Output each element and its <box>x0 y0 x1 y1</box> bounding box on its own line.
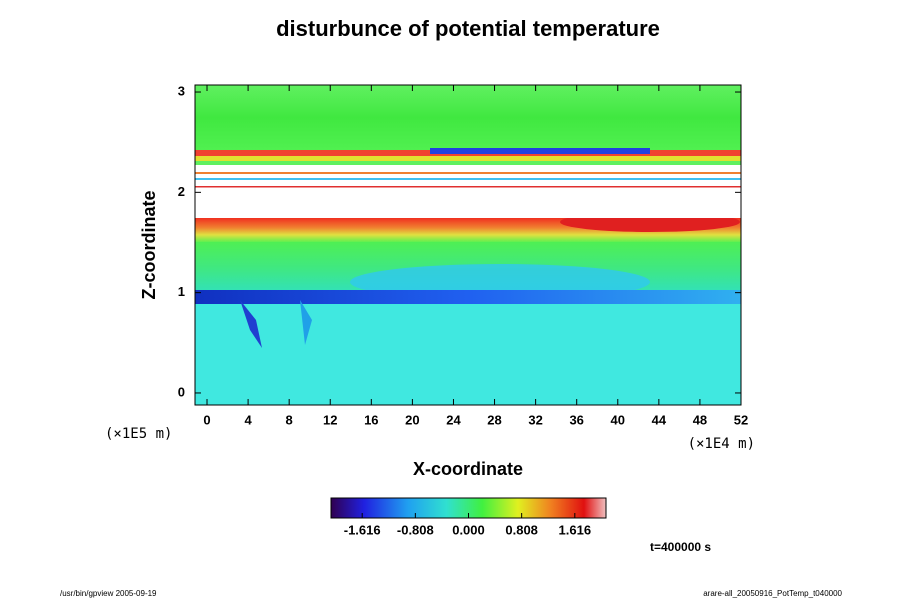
y-tick-label: 1 <box>178 284 185 299</box>
footer-right: arare-all_20050916_PotTemp_t040000 <box>703 589 842 598</box>
footer-left: /usr/bin/gpview 2005-09-19 <box>60 589 157 598</box>
x-axis-label: X-coordinate <box>413 459 523 479</box>
x-tick-label: 20 <box>405 412 419 427</box>
x-tick-label: 12 <box>323 412 337 427</box>
x-tick-label: 40 <box>611 412 625 427</box>
x-tick-label: 4 <box>244 412 252 427</box>
colorbar-tick-label: 1.616 <box>559 522 592 537</box>
colorbar-tick-label: 0.000 <box>452 522 485 537</box>
x-tick-label: 48 <box>693 412 707 427</box>
x-tick-label: 52 <box>734 412 748 427</box>
colorbar-tick-label: 0.808 <box>505 522 538 537</box>
time-label: t=400000 s <box>650 540 711 554</box>
colorbar-tick-label: -0.808 <box>397 522 434 537</box>
x-tick-label: 8 <box>286 412 293 427</box>
x-tick-label: 44 <box>652 412 667 427</box>
x-tick-label: 32 <box>528 412 542 427</box>
y-tick-label: 0 <box>178 384 185 399</box>
x-tick-label: 36 <box>569 412 583 427</box>
y-axis-label: Z-coordinate <box>139 190 159 299</box>
x-tick-label: 24 <box>446 412 461 427</box>
y-unit: (×1E5 m) <box>105 426 172 442</box>
y-tick-label: 3 <box>178 83 185 98</box>
x-tick-label: 28 <box>487 412 501 427</box>
x-unit: (×1E4 m) <box>688 436 755 452</box>
y-tick-label: 2 <box>178 184 185 199</box>
field <box>195 85 741 405</box>
chart-title: disturbunce of potential temperature <box>276 16 660 41</box>
colorbar-tick-label: -1.616 <box>344 522 381 537</box>
plot-frame <box>194 84 742 406</box>
x-tick-label: 16 <box>364 412 378 427</box>
x-tick-label: 0 <box>203 412 210 427</box>
